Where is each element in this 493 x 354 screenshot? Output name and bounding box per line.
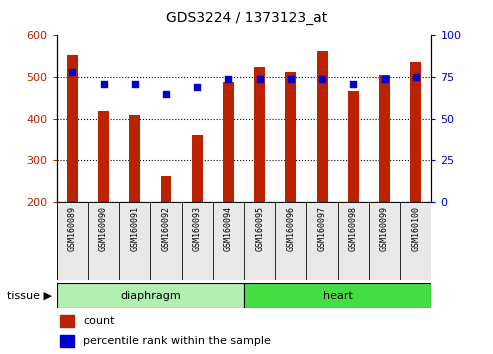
Bar xyxy=(348,91,359,202)
Bar xyxy=(61,315,73,327)
Text: GDS3224 / 1373123_at: GDS3224 / 1373123_at xyxy=(166,11,327,25)
Bar xyxy=(213,202,244,280)
Bar xyxy=(119,202,150,280)
Bar xyxy=(244,283,431,308)
Bar xyxy=(244,202,275,280)
Point xyxy=(224,76,232,81)
Bar xyxy=(379,75,390,202)
Bar xyxy=(223,82,234,202)
Text: GSM160100: GSM160100 xyxy=(411,206,420,251)
Bar xyxy=(192,135,203,202)
Bar xyxy=(338,202,369,280)
Bar xyxy=(410,62,421,202)
Bar xyxy=(181,202,213,280)
Bar xyxy=(150,202,181,280)
Bar xyxy=(254,67,265,202)
Bar xyxy=(61,335,73,347)
Point xyxy=(318,76,326,81)
Text: GSM160096: GSM160096 xyxy=(286,206,295,251)
Bar xyxy=(317,51,327,202)
Point xyxy=(287,76,295,81)
Point xyxy=(69,69,76,75)
Point xyxy=(350,81,357,86)
Text: GSM160099: GSM160099 xyxy=(380,206,389,251)
Point xyxy=(381,76,388,81)
Bar xyxy=(98,111,109,202)
Point xyxy=(131,81,139,86)
Text: GSM160089: GSM160089 xyxy=(68,206,77,251)
Bar xyxy=(275,202,307,280)
Bar xyxy=(161,176,172,202)
Bar xyxy=(57,283,244,308)
Text: tissue ▶: tissue ▶ xyxy=(7,291,52,301)
Point xyxy=(100,81,107,86)
Bar xyxy=(369,202,400,280)
Text: heart: heart xyxy=(323,291,352,301)
Text: GSM160090: GSM160090 xyxy=(99,206,108,251)
Text: GSM160097: GSM160097 xyxy=(317,206,326,251)
Text: GSM160092: GSM160092 xyxy=(162,206,171,251)
Point xyxy=(256,76,264,81)
Text: GSM160098: GSM160098 xyxy=(349,206,358,251)
Text: GSM160095: GSM160095 xyxy=(255,206,264,251)
Point xyxy=(412,74,420,80)
Bar xyxy=(285,73,296,202)
Bar xyxy=(57,202,88,280)
Point xyxy=(193,84,201,90)
Text: diaphragm: diaphragm xyxy=(120,291,181,301)
Bar xyxy=(307,202,338,280)
Bar xyxy=(88,202,119,280)
Text: GSM160091: GSM160091 xyxy=(130,206,139,251)
Bar xyxy=(129,115,140,202)
Bar xyxy=(400,202,431,280)
Point xyxy=(162,91,170,96)
Text: percentile rank within the sample: percentile rank within the sample xyxy=(83,336,271,346)
Text: GSM160094: GSM160094 xyxy=(224,206,233,251)
Bar xyxy=(67,55,78,202)
Text: GSM160093: GSM160093 xyxy=(193,206,202,251)
Text: count: count xyxy=(83,316,114,326)
